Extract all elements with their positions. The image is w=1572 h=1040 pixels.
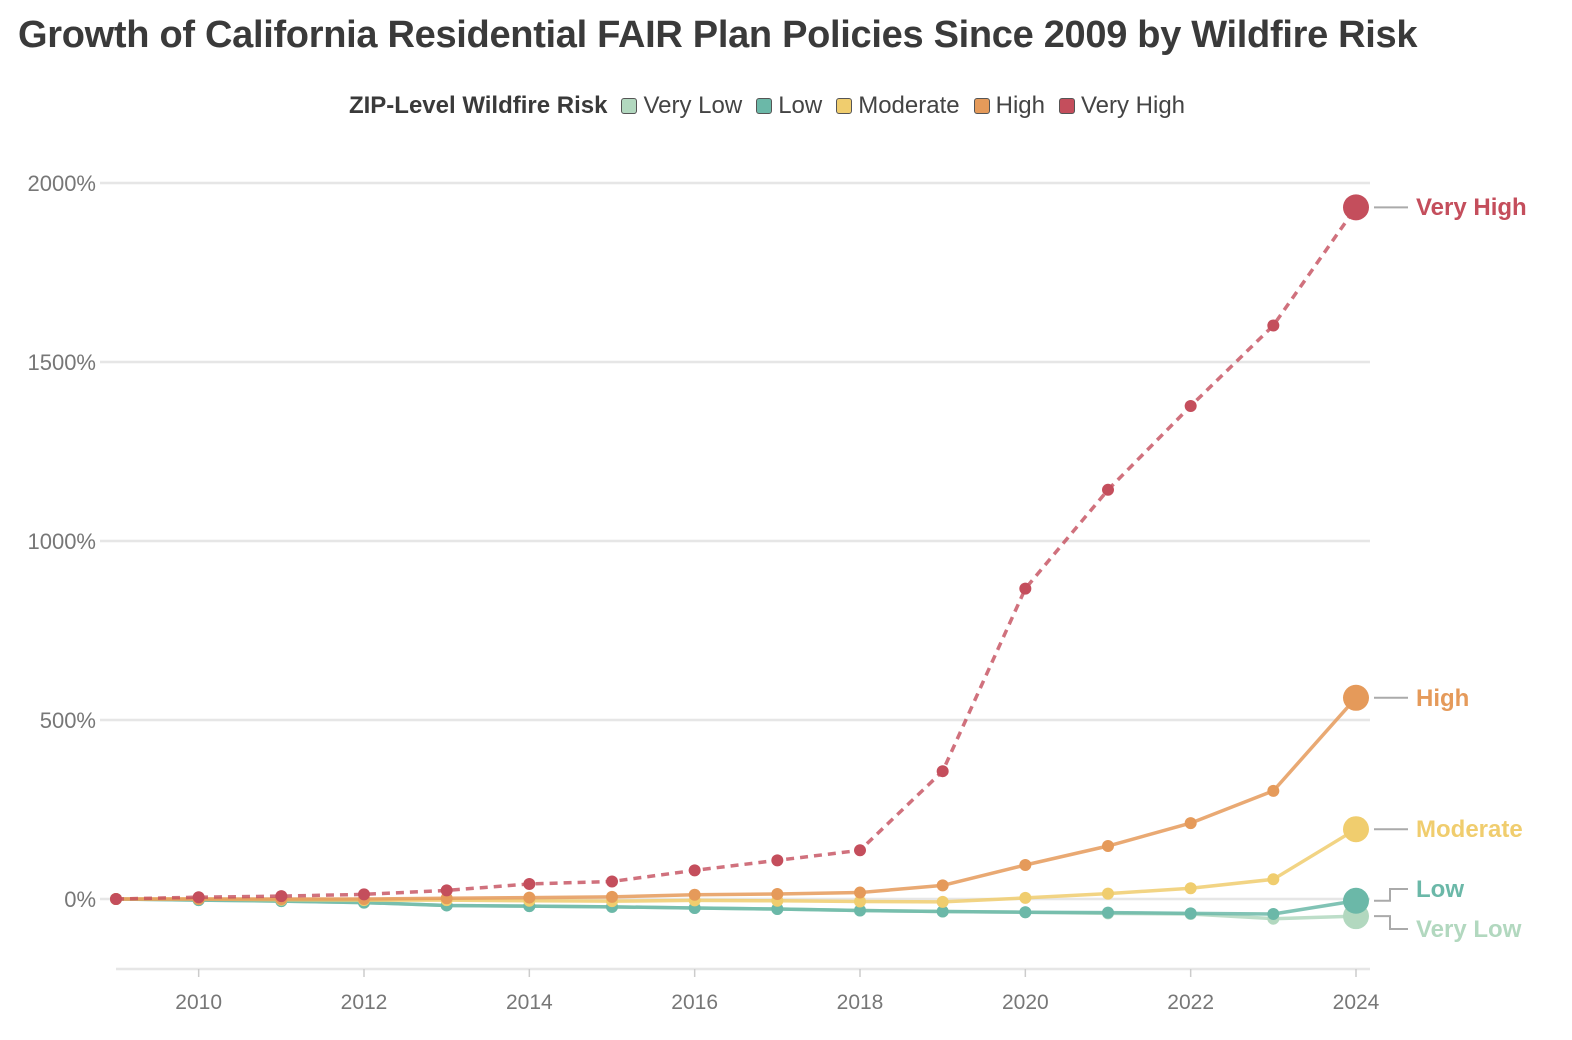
data-point <box>1343 194 1369 221</box>
end-labels: Very High High Moderate Low Very Low <box>1374 194 1527 943</box>
series-high <box>110 684 1369 905</box>
x-tick-label: 2016 <box>671 991 718 1014</box>
data-point <box>936 905 949 918</box>
legend-label: Moderate <box>858 92 960 119</box>
y-tick-label: 500% <box>40 708 96 733</box>
legend-item-very-high[interactable]: Very High <box>1058 92 1186 120</box>
legend-swatch <box>1058 98 1075 114</box>
end-label: Low <box>1416 876 1464 903</box>
x-tick-label: 2022 <box>1167 991 1214 1014</box>
data-point <box>1343 816 1369 843</box>
end-label: Moderate <box>1416 816 1523 843</box>
data-point <box>1184 907 1197 920</box>
data-point <box>1267 873 1280 886</box>
data-point <box>110 893 122 905</box>
data-point <box>1102 483 1114 496</box>
data-point <box>1184 400 1197 413</box>
data-point <box>440 884 453 897</box>
legend-label: High <box>995 92 1045 119</box>
data-point <box>771 854 784 867</box>
legend-label: Low <box>778 92 823 119</box>
data-point <box>1267 784 1280 797</box>
legend-item-moderate[interactable]: Moderate <box>836 92 960 120</box>
end-label-connector <box>1374 888 1408 902</box>
y-tick-label: 1500% <box>27 350 96 375</box>
data-point <box>854 895 866 908</box>
y-tick-label: 2000% <box>27 171 96 196</box>
end-label: Very High <box>1416 194 1527 221</box>
data-point <box>1343 684 1369 711</box>
legend-swatch <box>973 98 990 114</box>
data-point <box>606 875 618 888</box>
data-point <box>1267 319 1280 332</box>
x-tick-label: 2024 <box>1333 991 1380 1014</box>
series-very-high <box>110 194 1369 905</box>
series-line-high <box>116 696 1358 901</box>
legend-label: Very High <box>1080 92 1186 119</box>
data-point <box>771 903 784 916</box>
data-point <box>1184 817 1197 830</box>
data-point <box>192 891 205 904</box>
data-point <box>936 879 949 892</box>
end-label: High <box>1416 685 1469 712</box>
data-point <box>1102 906 1114 919</box>
data-point <box>275 890 288 903</box>
legend-swatch <box>621 98 638 114</box>
series-line-very-high <box>115 206 1358 901</box>
x-tick-label: 2012 <box>341 991 388 1014</box>
data-point <box>936 895 949 908</box>
legend-swatch <box>836 98 853 114</box>
data-point <box>523 877 536 890</box>
data-point <box>358 888 370 901</box>
x-axis: 2010 2012 2014 2016 2018 2020 2022 2024 <box>116 967 1380 1014</box>
chart-title: Growth of California Residential FAIR Pl… <box>18 14 1418 56</box>
data-point <box>1019 891 1032 904</box>
data-point <box>854 904 866 917</box>
data-point <box>1019 858 1032 871</box>
data-point <box>606 890 618 903</box>
x-tick-label: 2020 <box>1002 991 1049 1014</box>
y-tick-label: 1000% <box>27 529 96 554</box>
data-point <box>1184 882 1197 895</box>
legend-title: ZIP-Level Wildfire Risk <box>348 92 608 119</box>
legend-label: Very Low <box>643 92 743 119</box>
x-tick-label: 2018 <box>837 991 884 1014</box>
y-tick-label: 0% <box>64 887 96 912</box>
legend-item-very-low[interactable]: Very Low <box>621 92 742 120</box>
data-point <box>1102 840 1114 853</box>
end-label-connector <box>1374 915 1408 930</box>
x-tick-label: 2014 <box>506 991 553 1014</box>
data-point <box>936 765 949 778</box>
data-point <box>523 891 536 904</box>
end-label: Very Low <box>1416 916 1522 943</box>
y-axis: 0% 500% 1000% 1500% 2000% <box>27 171 96 912</box>
data-point <box>1267 908 1280 921</box>
x-tick-label: 2010 <box>175 991 222 1014</box>
legend-item-high[interactable]: High <box>973 92 1045 120</box>
data-point <box>771 887 784 900</box>
legend-swatch <box>756 98 773 114</box>
data-point <box>688 864 701 877</box>
data-point <box>1343 887 1369 914</box>
data-point <box>1102 887 1114 900</box>
data-point <box>688 888 701 901</box>
data-point <box>854 844 866 857</box>
grid-lines <box>100 181 1370 901</box>
series-line-low <box>115 897 1357 916</box>
series-lines <box>110 194 1369 930</box>
legend: ZIP-Level Wildfire Risk Very Low Low Mod… <box>0 92 1548 120</box>
data-point <box>854 886 866 899</box>
data-point <box>1019 906 1032 919</box>
data-point <box>1019 582 1032 595</box>
legend-item-low[interactable]: Low <box>756 92 822 120</box>
